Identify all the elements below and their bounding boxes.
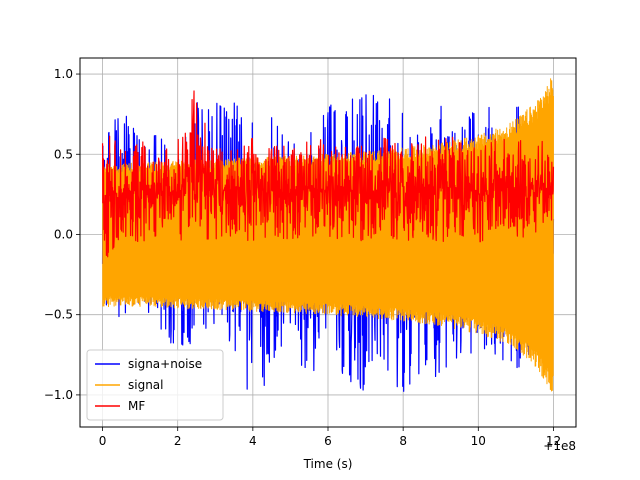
series-layer [101, 78, 555, 392]
series-line-mf [101, 90, 555, 258]
legend-label: MF [128, 399, 145, 413]
x-tick-label: 2 [174, 434, 182, 448]
y-tick-label: 0.0 [54, 227, 73, 241]
y-tick-label: 0.5 [54, 147, 73, 161]
y-axis-ticks: −1.0 −0.5 0.0 0.5 1.0 [44, 67, 80, 402]
x-axis-offset-label: +1e8 [543, 439, 576, 453]
legend: signa+noise signal MF [86, 349, 224, 421]
x-tick-label: 8 [399, 434, 407, 448]
y-tick-label: 1.0 [54, 67, 73, 81]
x-tick-label: 0 [99, 434, 107, 448]
plot-area [101, 78, 555, 392]
x-axis-label: Time (s) [303, 457, 353, 471]
legend-box [86, 349, 224, 421]
y-tick-label: −1.0 [44, 388, 73, 402]
y-tick-label: −0.5 [44, 308, 73, 322]
legend-label: signal [128, 378, 164, 392]
x-tick-label: 6 [324, 434, 332, 448]
x-axis-ticks: 0 2 4 6 8 10 12 [99, 427, 561, 448]
series-line-signal [102, 78, 554, 392]
legend-label: signa+noise [128, 357, 202, 371]
x-tick-label: 12 [546, 434, 561, 448]
x-tick-label: 10 [471, 434, 486, 448]
x-tick-label: 4 [249, 434, 257, 448]
